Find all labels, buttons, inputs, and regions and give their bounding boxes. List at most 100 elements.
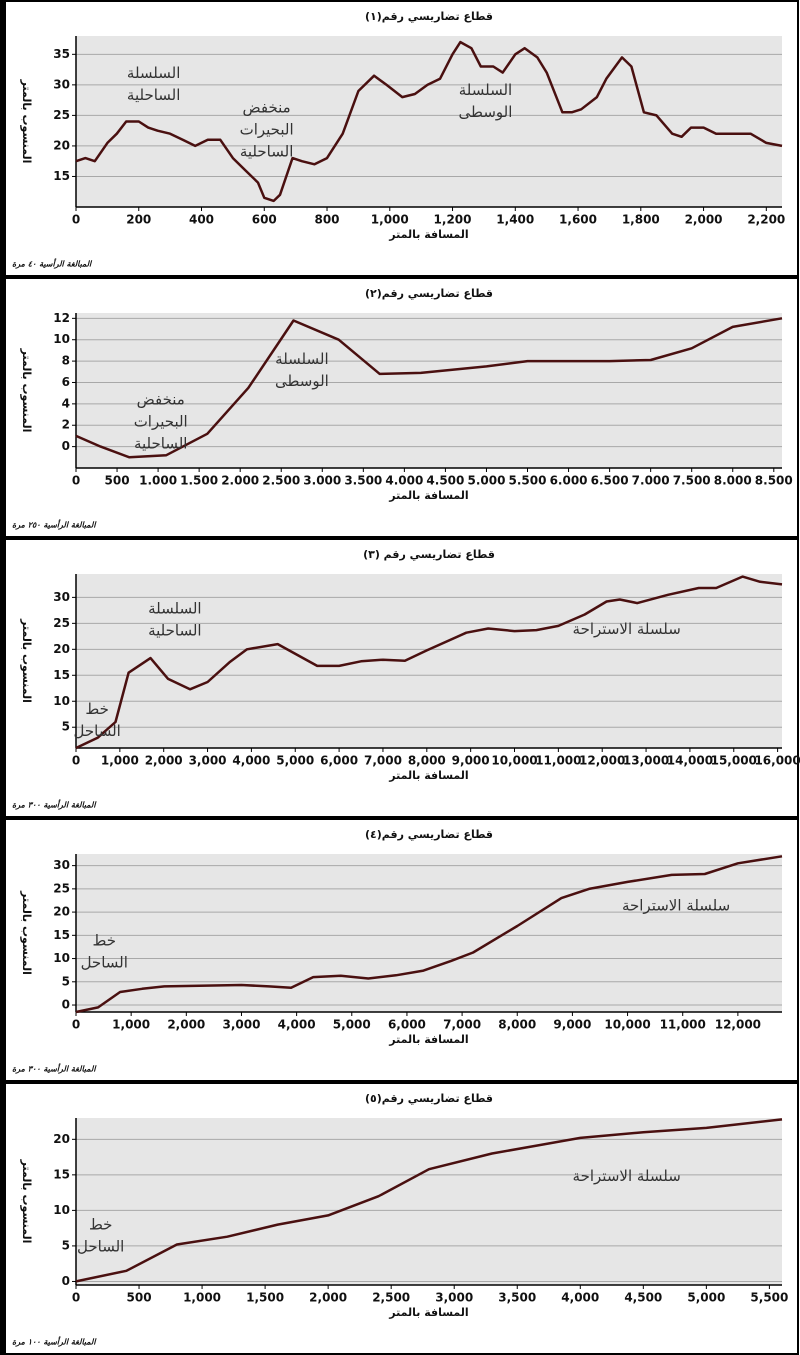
x-tick-label: 2,500 bbox=[372, 1291, 410, 1305]
y-axis-label: المنسوب بالمتر bbox=[20, 79, 33, 164]
x-tick-label: 5,000 bbox=[687, 1291, 725, 1305]
plot-area bbox=[76, 36, 782, 207]
annotation: السلسلة bbox=[148, 599, 201, 617]
x-tick-label: 2,000 bbox=[309, 1291, 347, 1305]
x-tick-label: 1.000 bbox=[139, 474, 177, 488]
x-tick-label: 2,000 bbox=[145, 754, 183, 768]
x-tick-label: 0 bbox=[72, 754, 80, 768]
y-tick-label: 10 bbox=[53, 1203, 70, 1217]
y-tick-label: 25 bbox=[53, 881, 70, 895]
x-tick-label: 2,000 bbox=[685, 213, 723, 227]
x-tick-label: 6.000 bbox=[550, 474, 588, 488]
x-tick-label: 0 bbox=[72, 213, 80, 227]
scale-note: المبالغة الرأسية ٣٠٠ مرة bbox=[12, 799, 97, 811]
y-tick-label: 5 bbox=[62, 720, 70, 734]
x-tick-label: 500 bbox=[105, 474, 130, 488]
x-tick-label: 3.000 bbox=[303, 474, 341, 488]
annotation: الساحلية bbox=[134, 434, 188, 452]
annotation: الوسطى bbox=[275, 372, 329, 390]
x-tick-label: 2.000 bbox=[221, 474, 259, 488]
y-tick-label: 30 bbox=[53, 77, 70, 91]
y-tick-label: 10 bbox=[53, 951, 70, 965]
y-tick-label: 20 bbox=[53, 1132, 70, 1146]
annotation: البحيرات bbox=[240, 120, 294, 138]
x-tick-label: 6.500 bbox=[591, 474, 629, 488]
x-tick-label: 9,000 bbox=[553, 1018, 591, 1032]
x-tick-label: 1,800 bbox=[622, 213, 660, 227]
scale-note: المبالغة الرأسية ٣٠٠ مرة bbox=[12, 1063, 97, 1075]
x-tick-label: 12,000 bbox=[715, 1018, 761, 1032]
annotation: الساحل bbox=[77, 1237, 124, 1255]
x-tick-label: 1.500 bbox=[180, 474, 218, 488]
annotation: البحيرات bbox=[134, 412, 188, 430]
x-tick-label: 7.500 bbox=[673, 474, 711, 488]
x-tick-label: 1,200 bbox=[434, 213, 472, 227]
x-tick-label: 5.000 bbox=[467, 474, 505, 488]
x-tick-label: 11,000 bbox=[660, 1018, 706, 1032]
chart-title: قطاع تضاريسي رقم (٣) bbox=[363, 548, 495, 561]
y-tick-label: 35 bbox=[53, 47, 70, 61]
x-tick-label: 200 bbox=[126, 213, 151, 227]
x-tick-label: 8,000 bbox=[408, 754, 446, 768]
x-tick-label: 400 bbox=[189, 213, 214, 227]
y-tick-label: 5 bbox=[62, 974, 70, 988]
y-tick-label: 0 bbox=[62, 1274, 70, 1288]
x-tick-label: 5,500 bbox=[750, 1291, 788, 1305]
x-tick-label: 7,000 bbox=[364, 754, 402, 768]
annotation: الساحلية bbox=[127, 86, 181, 104]
x-tick-label: 800 bbox=[314, 213, 339, 227]
annotation: السلسلة bbox=[275, 350, 328, 368]
x-tick-label: 5.500 bbox=[509, 474, 547, 488]
x-tick-label: 12,000 bbox=[579, 754, 625, 768]
y-tick-label: 10 bbox=[53, 332, 70, 346]
y-tick-label: 0 bbox=[62, 998, 70, 1012]
y-tick-label: 15 bbox=[53, 668, 70, 682]
x-tick-label: 3,000 bbox=[189, 754, 227, 768]
x-tick-label: 1,500 bbox=[246, 1291, 284, 1305]
annotation: الوسطى bbox=[459, 103, 513, 121]
y-tick-label: 10 bbox=[53, 694, 70, 708]
x-tick-label: 500 bbox=[127, 1291, 152, 1305]
x-tick-label: 4.500 bbox=[426, 474, 464, 488]
x-tick-label: 1,000 bbox=[101, 754, 139, 768]
annotation: السلسلة bbox=[127, 64, 180, 82]
chart-title: قطاع تضاريسي رقم(٤) bbox=[365, 828, 493, 841]
annotation: منخفض bbox=[137, 390, 185, 408]
chart-title: قطاع تضاريسي رقم(٥) bbox=[365, 1092, 493, 1105]
x-tick-label: 1,600 bbox=[559, 213, 597, 227]
x-tick-label: 4,000 bbox=[278, 1018, 316, 1032]
y-tick-label: 25 bbox=[53, 108, 70, 122]
chart-title: قطاع تضاريسي رقم(١) bbox=[365, 10, 493, 23]
y-tick-label: 0 bbox=[62, 439, 70, 453]
x-tick-label: 2,000 bbox=[167, 1018, 205, 1032]
x-tick-label: 0 bbox=[72, 1018, 80, 1032]
annotation: الساحل bbox=[81, 953, 128, 971]
annotation: السلسلة bbox=[459, 81, 512, 99]
annotation: سلسلة الاستراحة bbox=[622, 897, 730, 915]
annotation: الساحلية bbox=[240, 142, 294, 160]
x-tick-label: 5,000 bbox=[276, 754, 314, 768]
profile-line bbox=[75, 40, 783, 203]
y-tick-label: 20 bbox=[53, 138, 70, 152]
x-tick-label: 2,200 bbox=[747, 213, 785, 227]
annotation: الساحلية bbox=[148, 621, 202, 639]
y-tick-label: 20 bbox=[53, 642, 70, 656]
y-axis-label: المنسوب بالمتر bbox=[20, 890, 33, 975]
x-tick-label: 1,400 bbox=[496, 213, 534, 227]
y-tick-label: 4 bbox=[62, 396, 70, 410]
scale-note: المبالغة الرأسية ٢٥٠ مرة bbox=[12, 519, 97, 531]
x-tick-label: 10,000 bbox=[491, 754, 537, 768]
x-tick-label: 3,000 bbox=[435, 1291, 473, 1305]
x-tick-label: 600 bbox=[252, 213, 277, 227]
x-axis-label: المسافة بالمتر bbox=[388, 769, 468, 782]
x-tick-label: 0 bbox=[72, 474, 80, 488]
scale-note: المبالغة الرأسية ١٠٠ مرة bbox=[12, 1336, 97, 1348]
x-tick-label: 14,000 bbox=[667, 754, 713, 768]
y-tick-label: 30 bbox=[53, 858, 70, 872]
y-tick-label: 2 bbox=[62, 418, 70, 432]
profile-line bbox=[75, 317, 783, 459]
x-tick-label: 8.500 bbox=[755, 474, 793, 488]
x-tick-label: 6,000 bbox=[320, 754, 358, 768]
x-tick-label: 2.500 bbox=[262, 474, 300, 488]
x-tick-label: 0 bbox=[72, 1291, 80, 1305]
